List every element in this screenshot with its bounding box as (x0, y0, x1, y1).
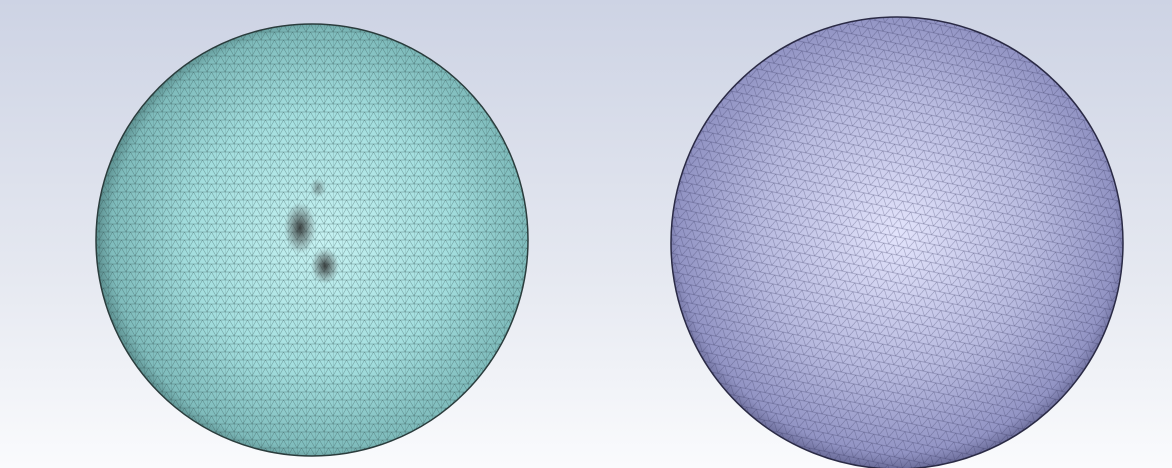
mesh (671, 17, 1123, 468)
left-sphere (96, 24, 528, 456)
mesh-density (311, 248, 339, 284)
mesh-density (284, 202, 316, 254)
mesh-view (0, 0, 1172, 468)
mesh-density (310, 178, 326, 198)
page: Mesh view {} html, body { margin: 0; pad… (0, 0, 1172, 468)
viewport (0, 0, 1172, 468)
right-sphere (671, 17, 1123, 468)
